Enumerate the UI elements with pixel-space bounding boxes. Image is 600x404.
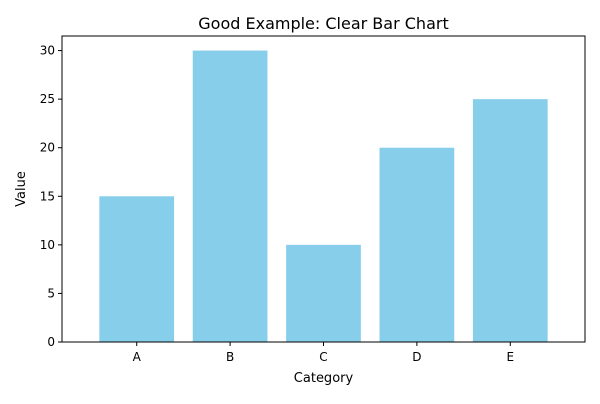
y-axis-label: Value (14, 171, 29, 207)
x-tick-label-e: E (506, 350, 514, 364)
x-tick-label-b: B (226, 350, 234, 364)
y-tick-label: 20 (40, 141, 55, 155)
x-axis: A B C D E (133, 342, 514, 364)
y-tick-label: 0 (47, 335, 55, 349)
x-tick-label-c: C (319, 350, 327, 364)
x-axis-label: Category (294, 371, 354, 386)
x-tick-label-d: D (412, 350, 421, 364)
y-tick-label: 30 (40, 44, 55, 58)
y-tick-label: 5 (47, 286, 55, 300)
bar-d (379, 147, 455, 342)
y-tick-label: 15 (40, 189, 55, 203)
bar-a (99, 196, 175, 342)
x-tick-label-a: A (133, 350, 142, 364)
bar-b (192, 50, 268, 342)
bar-c (286, 244, 361, 342)
y-tick-label: 25 (40, 92, 55, 106)
bars-group (99, 50, 548, 343)
bar-e (472, 99, 548, 343)
y-tick-label: 10 (40, 238, 55, 252)
chart-title: Good Example: Clear Bar Chart (198, 14, 448, 33)
y-axis: 0 5 10 15 20 25 30 (40, 44, 62, 349)
